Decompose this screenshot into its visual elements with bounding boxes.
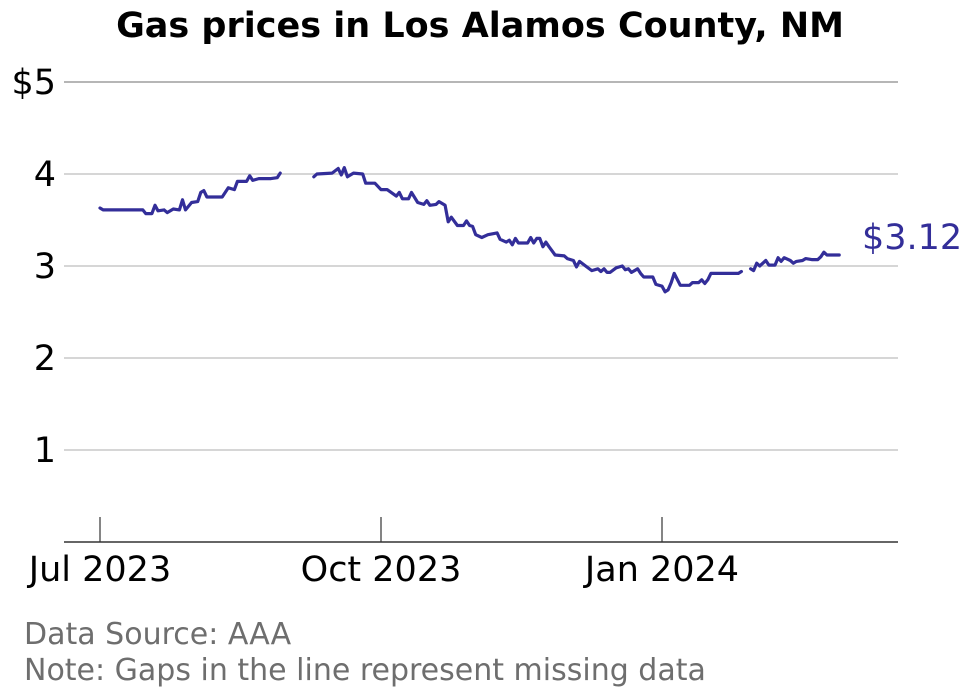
price-line-segment-2 bbox=[312, 166, 744, 294]
x-tick-label-1: Oct 2023 bbox=[301, 550, 462, 590]
y-tick-label-4: 4 bbox=[34, 155, 56, 195]
data-source-note: Data Source: AAA bbox=[24, 617, 292, 652]
y-tick-label-1: 1 bbox=[34, 431, 56, 471]
x-tick-label-0: Jul 2023 bbox=[27, 550, 171, 590]
y-gridlines bbox=[64, 81, 898, 451]
y-tick-label-2: 2 bbox=[34, 339, 56, 379]
y-tick-label-5: $5 bbox=[11, 63, 56, 103]
y-axis-tick-labels: 1 2 3 4 $5 bbox=[11, 63, 56, 471]
x-tick-label-2: Jan 2024 bbox=[583, 550, 739, 590]
price-line-segment-1 bbox=[98, 171, 282, 216]
price-line-segment-3 bbox=[748, 250, 841, 273]
x-axis-ticks: Jul 2023 Oct 2023 Jan 2024 bbox=[27, 517, 739, 590]
latest-price-label: $3.12 bbox=[862, 218, 962, 258]
missing-data-note: Note: Gaps in the line represent missing… bbox=[24, 653, 706, 688]
y-tick-label-3: 3 bbox=[34, 247, 56, 287]
price-series bbox=[98, 166, 841, 294]
chart-title: Gas prices in Los Alamos County, NM bbox=[116, 6, 844, 46]
